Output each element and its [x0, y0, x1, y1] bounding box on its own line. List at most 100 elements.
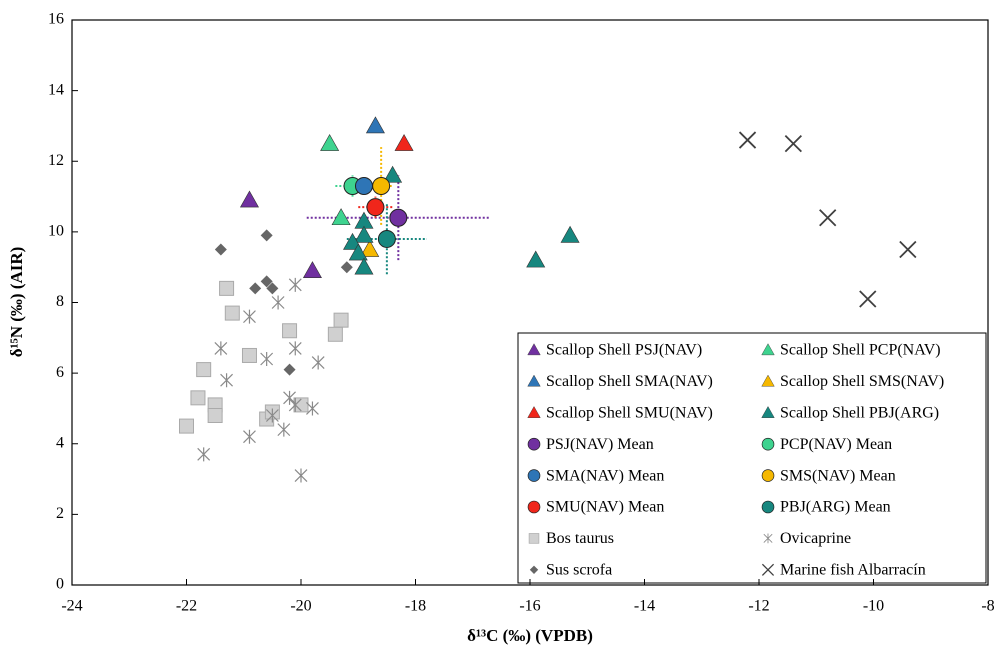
data-point	[288, 277, 302, 292]
data-point	[214, 243, 227, 256]
data-point	[196, 362, 212, 378]
legend-marker	[528, 533, 540, 544]
data-point	[372, 176, 391, 195]
legend-label: PCP(NAV) Mean	[780, 436, 892, 453]
data-point	[348, 243, 368, 261]
legend-label: Scallop Shell PSJ(NAV)	[546, 342, 702, 359]
data-point	[249, 282, 262, 295]
data-point	[283, 390, 296, 405]
x-tick-label: -12	[748, 598, 769, 615]
legend-label: Scallop Shell SMA(NAV)	[546, 373, 713, 390]
data-point	[343, 232, 363, 250]
data-point	[243, 429, 256, 444]
legend-label: PBJ(ARG) Mean	[780, 499, 891, 516]
legend-marker	[761, 374, 775, 387]
legend-marker	[761, 563, 775, 576]
legend-marker	[761, 343, 775, 356]
legend-label: SMS(NAV) Mean	[780, 467, 896, 484]
data-point	[302, 261, 322, 279]
data-point	[899, 240, 917, 259]
data-point	[288, 341, 302, 356]
data-point	[784, 134, 802, 153]
data-point	[354, 225, 374, 243]
data-point	[214, 341, 228, 356]
data-point	[354, 257, 374, 275]
data-point	[190, 390, 206, 406]
data-point	[306, 401, 319, 416]
data-point	[179, 418, 194, 434]
data-point	[260, 352, 274, 366]
data-point	[197, 447, 211, 462]
data-point	[526, 250, 546, 268]
legend-marker	[527, 374, 541, 387]
y-axis-title: δ¹⁵N (‰) (AIR)	[7, 247, 26, 358]
legend-label: Marine fish Albarracín	[780, 561, 926, 578]
data-point	[294, 468, 308, 483]
legend-label: Scallop Shell SMU(NAV)	[546, 404, 713, 421]
y-tick-label: 14	[48, 81, 64, 98]
legend-label: Scallop Shell PCP(NAV)	[780, 342, 941, 359]
data-point	[283, 363, 296, 376]
data-point	[239, 190, 259, 208]
data-point	[282, 323, 298, 339]
legend-marker	[761, 437, 775, 451]
data-point	[266, 282, 279, 295]
data-point	[271, 295, 285, 310]
x-tick-label: -10	[863, 598, 884, 615]
y-tick-label: 4	[56, 434, 64, 451]
legend-marker	[761, 406, 775, 418]
data-point	[241, 347, 257, 363]
data-point	[354, 176, 373, 195]
legend-marker	[527, 469, 541, 482]
x-tick-label: -8	[981, 598, 994, 615]
data-point	[560, 225, 580, 243]
y-tick-label: 12	[48, 152, 64, 169]
data-point	[207, 408, 223, 423]
legend-marker	[527, 437, 541, 451]
data-point	[819, 209, 837, 227]
data-point	[277, 422, 291, 437]
x-tick-label: -16	[519, 598, 540, 615]
legend-box	[517, 332, 987, 584]
legend-label: SMA(NAV) Mean	[546, 467, 664, 484]
x-tick-label: -20	[290, 598, 311, 615]
data-point	[260, 275, 273, 288]
data-point	[320, 133, 340, 151]
data-point	[288, 397, 302, 412]
y-tick-label: 2	[56, 505, 64, 522]
data-point	[220, 373, 233, 388]
data-point	[365, 116, 385, 134]
data-point	[293, 397, 309, 413]
data-point	[265, 408, 279, 423]
y-tick-label: 8	[56, 293, 64, 310]
data-point	[377, 229, 396, 248]
legend-label: Sus scrofa	[546, 561, 612, 578]
data-point	[360, 239, 380, 257]
data-point	[260, 229, 273, 242]
data-point	[394, 133, 414, 151]
legend-marker	[527, 343, 541, 356]
x-tick-label: -22	[176, 598, 197, 615]
data-point	[219, 280, 235, 296]
y-tick-label: 10	[48, 223, 64, 240]
data-point	[340, 261, 353, 274]
x-axis-title: δ¹³C (‰) (VPDB)	[467, 626, 593, 645]
y-tick-label: 0	[56, 576, 64, 593]
legend-marker	[527, 406, 541, 418]
legend-label: Scallop Shell SMS(NAV)	[780, 373, 944, 390]
legend-label: PSJ(NAV) Mean	[546, 436, 654, 453]
x-tick-label: -24	[61, 598, 82, 615]
legend-label: Scallop Shell PBJ(ARG)	[780, 404, 939, 421]
data-point	[311, 355, 325, 370]
legend-label: SMU(NAV) Mean	[546, 499, 664, 516]
x-tick-label: -14	[634, 598, 655, 615]
data-point	[327, 326, 343, 342]
y-tick-label: 6	[56, 364, 64, 381]
data-point	[243, 309, 256, 324]
y-tick-label: 16	[48, 11, 64, 28]
data-point	[389, 208, 408, 227]
legend-label: Bos taurus	[546, 530, 614, 547]
legend-marker	[761, 469, 775, 482]
